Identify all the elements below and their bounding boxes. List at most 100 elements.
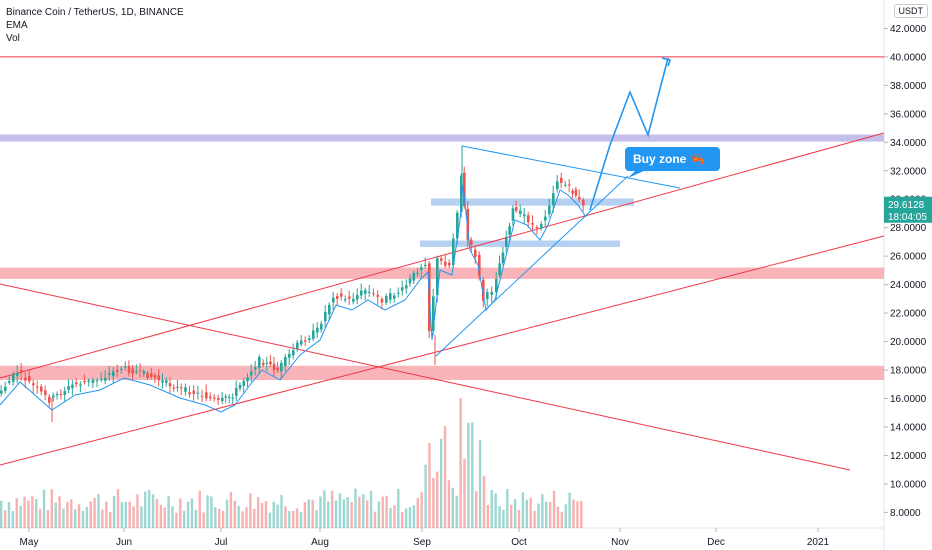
volume-bar [537,503,540,528]
volume-bar [315,509,318,528]
volume-bar [194,509,198,528]
price-badge-bg [884,196,932,223]
volume-bar [105,501,108,528]
chart-legend: Binance Coin / TetherUS, 1D, BINANCE EMA… [6,6,184,45]
volume-bar [35,498,38,528]
upper-channel-line [0,132,885,379]
candle-body [44,390,47,396]
candle-body [328,304,331,315]
volume-bar [510,504,513,528]
volume-bar [439,438,443,528]
volume-bar [280,495,283,528]
candle-body [412,272,416,281]
volume-bar [323,490,326,528]
candle-body [380,298,384,303]
volume-bar [385,496,388,528]
volume-bar [97,494,100,528]
x-tick-label: Aug [311,537,329,548]
candle-body [316,327,319,333]
volume-bar [276,504,279,528]
current-price-label: 29.6128 [888,200,925,211]
candle-body [20,370,23,373]
volume-bar [478,440,482,528]
volume-bar [0,500,3,528]
volume-bar [455,495,458,528]
candle-body [224,396,228,398]
candle-body [436,258,439,296]
candle-body [463,172,466,207]
volume-bar [264,501,268,528]
volume-bar [272,501,275,528]
volume-bar [175,512,178,528]
volume-bar [190,498,194,528]
candle-body [292,350,295,356]
volume-bar [517,509,521,528]
volume-bar [62,508,65,528]
volume-bar [81,511,85,528]
candle-body [288,353,291,358]
candle-body [424,264,427,266]
volume-bar [46,509,50,528]
volume-bar [19,505,22,528]
candle-body [100,379,103,381]
candle-body [95,380,99,382]
volume-bar [459,398,462,528]
volume-bar [54,502,57,528]
candle-body [515,207,518,211]
volume-bar [77,504,81,528]
x-tick-label: Oct [511,537,527,548]
y-tick-label: 18.0000 [890,366,927,377]
currency-label[interactable]: USDT [893,4,928,18]
candle-body [389,293,392,300]
candle-body [578,196,581,200]
volume-bar [120,502,124,528]
candle-body [71,384,74,389]
candle-body [0,390,3,394]
volume-bar [144,491,147,528]
descending-trend-line [0,283,851,471]
candle-body [250,371,253,376]
candle-body [63,391,67,395]
candle-body [466,208,470,240]
volume-bar [42,489,46,528]
candle-body [284,357,287,367]
volume-bar [408,507,412,528]
candle-body [221,397,224,402]
volume-bar [11,511,15,528]
candle-body [146,372,149,378]
candle-body [135,371,138,373]
volume-bar [432,477,435,528]
candle-body [448,262,451,266]
volume-bar [338,493,342,528]
candle-body [495,279,498,293]
y-tick-label: 28.0000 [890,223,927,234]
candle-body [272,363,276,371]
volume-bar [560,511,564,528]
candle-body [440,258,443,261]
volume-bar [471,422,474,528]
volume-bar [486,504,490,528]
candle-body [254,367,257,370]
volume-indicator-label[interactable]: Vol [6,33,20,44]
volume-bar [171,506,174,528]
volume-bar [151,494,155,528]
volume-bar [498,506,501,528]
candle-body [120,368,123,370]
candle-body [36,386,39,388]
candle-body [385,296,388,303]
candle-body [52,395,55,398]
ema-indicator-label[interactable]: EMA [6,20,28,31]
candle-body [376,294,380,297]
volume-bar [85,507,89,528]
candle-body [91,379,95,384]
candle-body [432,296,435,332]
volume-bar [401,512,404,528]
volume-bar [327,501,330,528]
volume-bar [482,475,486,528]
ema-line [0,184,587,413]
candle-body [180,387,183,389]
candle-body [184,387,187,392]
volume-bar [428,443,431,528]
candle-body [296,342,299,349]
